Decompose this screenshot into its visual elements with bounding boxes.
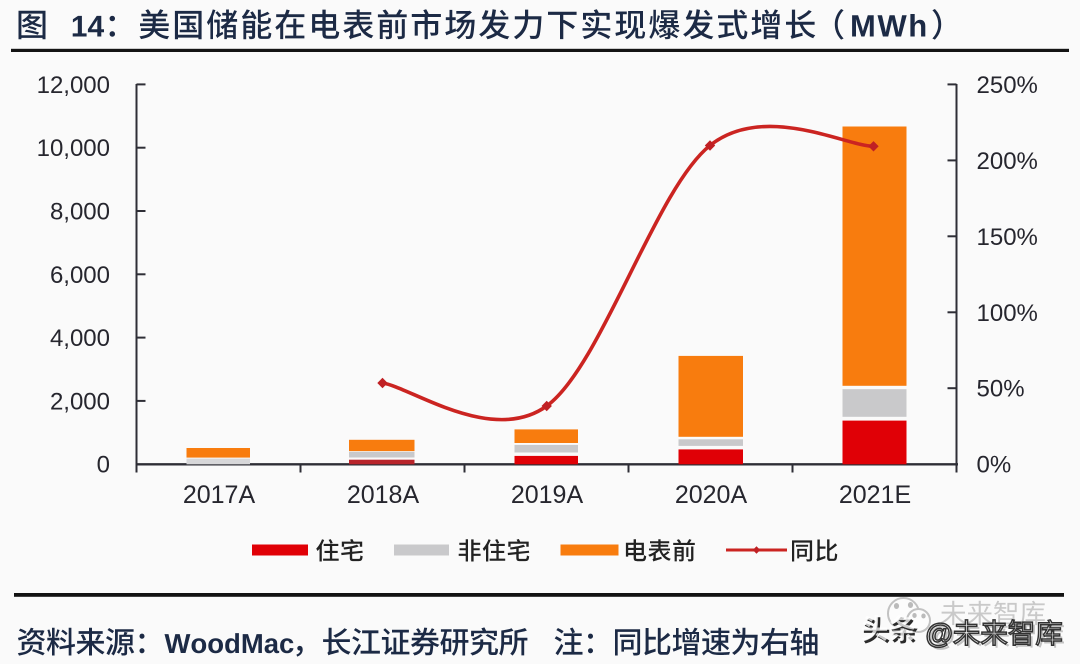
svg-text:4,000: 4,000 [50, 325, 110, 352]
svg-text:12,000: 12,000 [37, 72, 110, 99]
svg-text:6,000: 6,000 [50, 262, 110, 289]
svg-text:8,000: 8,000 [50, 199, 110, 226]
svg-text:0: 0 [97, 452, 110, 479]
svg-text:0%: 0% [977, 452, 1012, 479]
svg-text:10,000: 10,000 [37, 135, 110, 162]
svg-text:2018A: 2018A [347, 481, 420, 509]
svg-text:2017A: 2017A [183, 481, 256, 509]
svg-text:2021E: 2021E [839, 481, 911, 509]
svg-text:50%: 50% [977, 376, 1025, 403]
svg-text:2,000: 2,000 [50, 388, 110, 415]
svg-text:2019A: 2019A [511, 481, 584, 509]
svg-text:2020A: 2020A [675, 481, 748, 509]
svg-text:200%: 200% [977, 148, 1038, 175]
svg-text:250%: 250% [977, 72, 1038, 99]
svg-text:150%: 150% [977, 224, 1038, 251]
svg-text:100%: 100% [977, 300, 1038, 327]
